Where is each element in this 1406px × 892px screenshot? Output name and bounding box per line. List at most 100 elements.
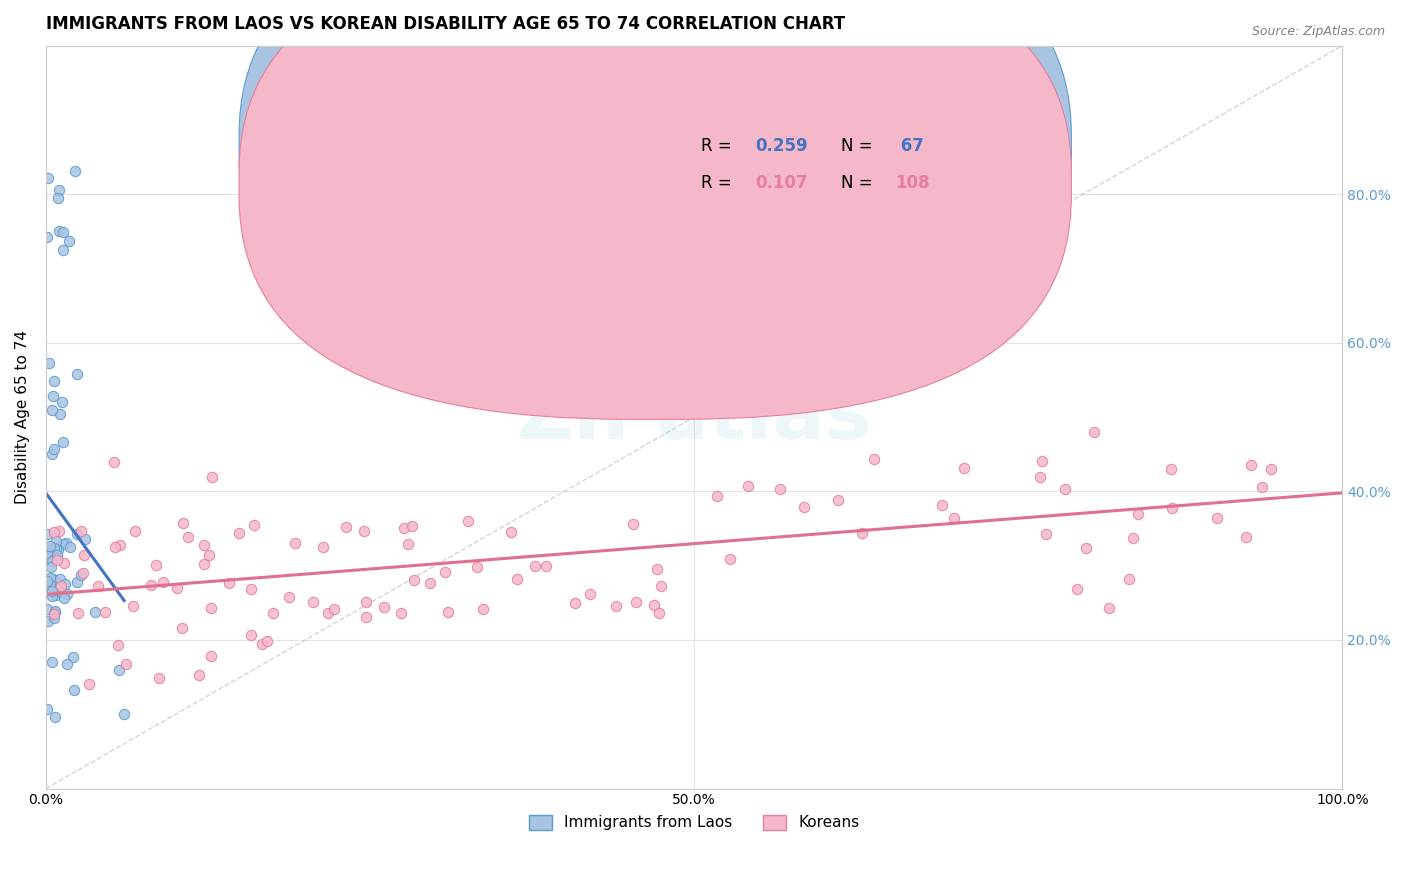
Point xyxy=(1240,458,1263,473)
Point xyxy=(354,595,377,609)
FancyBboxPatch shape xyxy=(239,0,1071,382)
Point xyxy=(46,543,69,558)
Point xyxy=(524,558,547,573)
Point xyxy=(37,546,59,560)
Point xyxy=(66,574,89,589)
Point xyxy=(172,621,194,635)
Point xyxy=(46,548,69,562)
Point xyxy=(200,469,222,483)
Point xyxy=(1260,462,1282,476)
Point xyxy=(52,225,75,239)
Point xyxy=(49,572,72,586)
Point xyxy=(45,588,67,602)
Point xyxy=(58,540,80,554)
Text: 108: 108 xyxy=(896,174,929,192)
Point xyxy=(793,500,815,514)
Point xyxy=(851,526,873,541)
Point xyxy=(38,549,60,563)
Point xyxy=(45,541,67,555)
Point xyxy=(373,600,395,615)
Point xyxy=(39,578,62,592)
Point xyxy=(243,517,266,532)
Text: N =: N = xyxy=(841,174,877,192)
Point xyxy=(44,611,66,625)
Point xyxy=(44,604,66,618)
Point xyxy=(63,164,86,178)
Point xyxy=(62,649,84,664)
Point xyxy=(37,171,59,186)
Point xyxy=(1118,572,1140,586)
Point xyxy=(38,543,60,558)
Point xyxy=(87,579,110,593)
Point xyxy=(744,380,766,394)
Point xyxy=(62,682,84,697)
Legend: Immigrants from Laos, Koreans: Immigrants from Laos, Koreans xyxy=(523,808,865,837)
Point xyxy=(41,446,63,460)
Point xyxy=(49,407,72,421)
Point xyxy=(643,598,665,612)
Point xyxy=(419,576,441,591)
Point xyxy=(51,395,73,409)
Point xyxy=(152,574,174,589)
Point xyxy=(114,657,136,672)
Point xyxy=(94,605,117,619)
Text: IMMIGRANTS FROM LAOS VS KOREAN DISABILITY AGE 65 TO 74 CORRELATION CHART: IMMIGRANTS FROM LAOS VS KOREAN DISABILIT… xyxy=(46,15,845,33)
Point xyxy=(353,524,375,538)
Point xyxy=(1076,541,1098,556)
Point xyxy=(103,455,125,469)
Point xyxy=(107,639,129,653)
Point xyxy=(73,548,96,562)
Point xyxy=(437,605,460,619)
Point xyxy=(37,574,59,588)
Point xyxy=(38,356,60,370)
Point xyxy=(650,579,672,593)
Point xyxy=(55,536,77,550)
Point xyxy=(402,573,425,587)
Point xyxy=(200,648,222,663)
Point xyxy=(42,374,65,388)
Point xyxy=(66,606,89,620)
Point xyxy=(49,585,72,599)
Point xyxy=(465,560,488,574)
Point xyxy=(48,524,70,539)
Point xyxy=(44,541,66,556)
Point xyxy=(434,566,457,580)
Point xyxy=(39,539,62,553)
Point xyxy=(41,655,63,669)
Text: N =: N = xyxy=(841,137,877,155)
Point xyxy=(316,606,339,620)
Text: 67: 67 xyxy=(896,137,924,155)
Point xyxy=(200,601,222,615)
Point xyxy=(69,524,91,539)
Point xyxy=(124,524,146,539)
Text: ZIPatlas: ZIPatlas xyxy=(516,379,872,455)
Point xyxy=(1098,601,1121,615)
Point xyxy=(176,530,198,544)
Point xyxy=(302,595,325,609)
Point xyxy=(48,183,70,197)
Point xyxy=(45,553,67,567)
Point xyxy=(44,524,66,539)
Point xyxy=(626,595,648,609)
Point xyxy=(1054,482,1077,496)
Text: 0.107: 0.107 xyxy=(755,174,807,192)
Point xyxy=(769,482,792,496)
Point xyxy=(228,526,250,541)
Point xyxy=(256,633,278,648)
Point xyxy=(42,573,65,587)
Point xyxy=(718,551,741,566)
Point xyxy=(579,587,602,601)
Point xyxy=(1029,469,1052,483)
Point xyxy=(52,434,75,449)
Point xyxy=(942,510,965,524)
Point xyxy=(42,442,65,456)
Point xyxy=(77,677,100,691)
Point xyxy=(37,614,59,628)
Point xyxy=(188,667,211,681)
Point xyxy=(218,575,240,590)
Point xyxy=(148,671,170,685)
Point xyxy=(172,516,194,530)
Point xyxy=(1251,480,1274,494)
Point xyxy=(648,606,671,620)
Point xyxy=(499,524,522,539)
